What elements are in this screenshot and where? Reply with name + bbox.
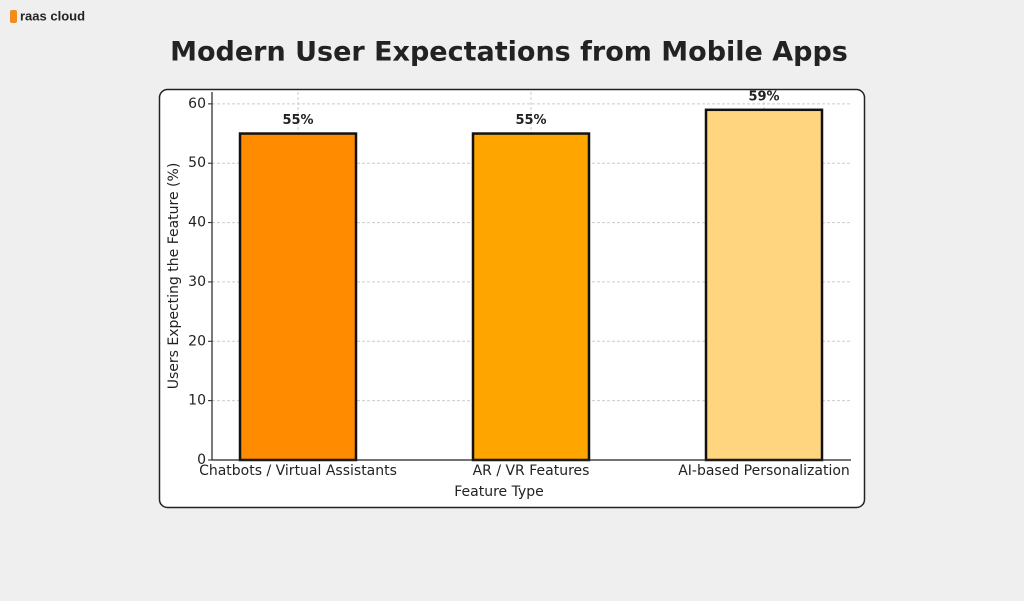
y-tick-label: 30 (188, 274, 206, 290)
value-label: 59% (748, 89, 779, 104)
bar (471, 132, 591, 462)
y-tick-label: 10 (188, 393, 206, 409)
y-tick-label: 20 (188, 333, 206, 349)
y-tick-label: 0 (197, 452, 206, 468)
chart-title: Modern User Expectations from Mobile App… (170, 37, 848, 68)
x-tick-label: AR / VR Features (473, 463, 590, 479)
value-label: 55% (282, 113, 313, 128)
x-tick-label: AI-based Personalization (678, 463, 850, 479)
y-axis-label: Users Expecting the Feature (%) (166, 163, 182, 390)
x-axis-label: Feature Type (454, 484, 544, 500)
x-tick-label: Chatbots / Virtual Assistants (199, 463, 397, 479)
y-tick-label: 60 (188, 96, 206, 112)
bar (704, 108, 824, 462)
brand-icon (10, 10, 17, 23)
y-tick-label: 40 (188, 215, 206, 231)
bar (238, 132, 358, 462)
brand: raas cloud (20, 8, 85, 23)
y-tick-label: 50 (188, 155, 206, 171)
value-label: 55% (515, 113, 546, 128)
